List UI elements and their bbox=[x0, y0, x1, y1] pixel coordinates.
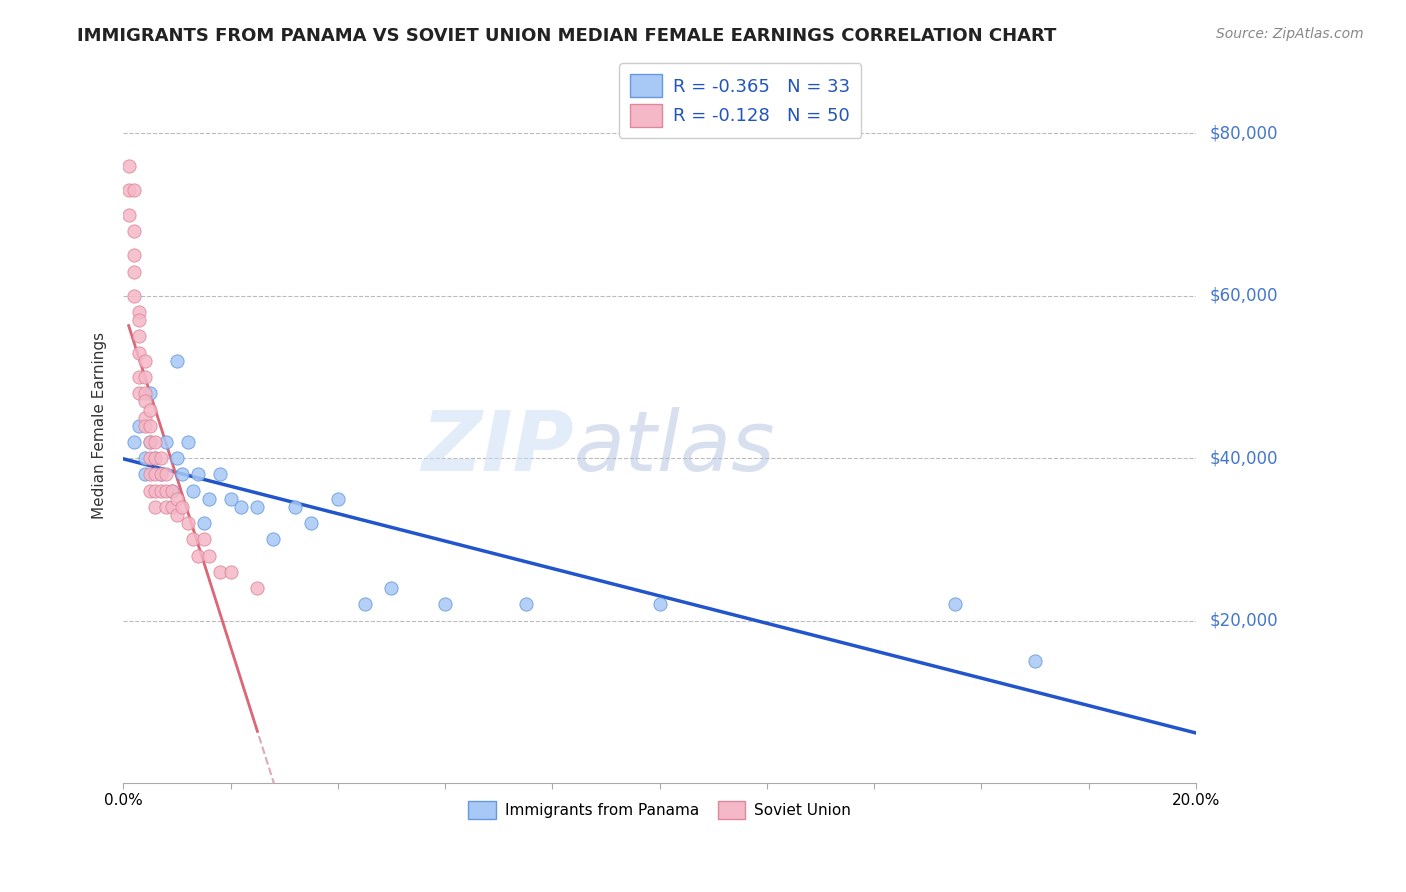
Point bbox=[160, 483, 183, 498]
Point bbox=[515, 598, 537, 612]
Point bbox=[139, 435, 162, 450]
Point bbox=[139, 386, 162, 401]
Point bbox=[219, 565, 242, 579]
Point bbox=[176, 516, 198, 531]
Point bbox=[128, 386, 150, 401]
Point bbox=[122, 264, 145, 278]
Text: atlas: atlas bbox=[574, 407, 776, 488]
Point bbox=[246, 581, 269, 595]
Point bbox=[380, 581, 402, 595]
Point bbox=[208, 467, 231, 482]
Point bbox=[145, 483, 167, 498]
Text: $80,000: $80,000 bbox=[1211, 125, 1278, 143]
Point bbox=[122, 289, 145, 303]
Point bbox=[139, 402, 162, 417]
Point bbox=[139, 418, 162, 433]
Point bbox=[149, 483, 172, 498]
Text: IMMIGRANTS FROM PANAMA VS SOVIET UNION MEDIAN FEMALE EARNINGS CORRELATION CHART: IMMIGRANTS FROM PANAMA VS SOVIET UNION M… bbox=[77, 27, 1057, 45]
Point bbox=[134, 467, 156, 482]
Point bbox=[155, 500, 177, 514]
Point bbox=[193, 533, 215, 547]
Point bbox=[187, 549, 209, 563]
Point bbox=[145, 451, 167, 466]
Point bbox=[160, 483, 183, 498]
Point bbox=[198, 491, 221, 506]
Text: $60,000: $60,000 bbox=[1211, 287, 1278, 305]
Point bbox=[128, 329, 150, 343]
Point bbox=[181, 483, 204, 498]
Point bbox=[648, 598, 671, 612]
Point bbox=[181, 533, 204, 547]
Point bbox=[139, 435, 162, 450]
Point bbox=[187, 467, 209, 482]
Point bbox=[128, 370, 150, 384]
Point bbox=[155, 483, 177, 498]
Point bbox=[149, 467, 172, 482]
Point bbox=[166, 451, 188, 466]
Point bbox=[353, 598, 375, 612]
Point bbox=[145, 451, 167, 466]
Point bbox=[122, 224, 145, 238]
Point bbox=[326, 491, 349, 506]
Point bbox=[134, 451, 156, 466]
Point bbox=[118, 183, 141, 197]
Text: Source: ZipAtlas.com: Source: ZipAtlas.com bbox=[1216, 27, 1364, 41]
Point bbox=[299, 516, 322, 531]
Point bbox=[172, 467, 194, 482]
Point bbox=[139, 451, 162, 466]
Point bbox=[128, 345, 150, 359]
Point bbox=[134, 418, 156, 433]
Point bbox=[145, 500, 167, 514]
Point bbox=[434, 598, 457, 612]
Point bbox=[1024, 654, 1046, 668]
Point bbox=[122, 435, 145, 450]
Point bbox=[166, 354, 188, 368]
Point bbox=[284, 500, 307, 514]
Point bbox=[128, 313, 150, 327]
Text: ZIP: ZIP bbox=[422, 407, 574, 488]
Y-axis label: Median Female Earnings: Median Female Earnings bbox=[93, 332, 107, 519]
Point bbox=[166, 491, 188, 506]
Point bbox=[219, 491, 242, 506]
Point bbox=[149, 467, 172, 482]
Point bbox=[134, 370, 156, 384]
Point bbox=[118, 208, 141, 222]
Point bbox=[122, 183, 145, 197]
Point bbox=[193, 516, 215, 531]
Point bbox=[231, 500, 253, 514]
Point bbox=[145, 467, 167, 482]
Point bbox=[263, 533, 285, 547]
Point bbox=[134, 354, 156, 368]
Point bbox=[176, 435, 198, 450]
Point bbox=[172, 500, 194, 514]
Point bbox=[155, 467, 177, 482]
Text: $40,000: $40,000 bbox=[1211, 450, 1278, 467]
Point bbox=[139, 483, 162, 498]
Point bbox=[166, 508, 188, 522]
Point bbox=[198, 549, 221, 563]
Point bbox=[155, 435, 177, 450]
Point bbox=[134, 410, 156, 425]
Point bbox=[118, 159, 141, 173]
Point bbox=[208, 565, 231, 579]
Point bbox=[134, 394, 156, 409]
Point bbox=[134, 386, 156, 401]
Text: $20,000: $20,000 bbox=[1211, 612, 1278, 630]
Point bbox=[139, 467, 162, 482]
Point bbox=[149, 451, 172, 466]
Point bbox=[943, 598, 966, 612]
Point bbox=[128, 305, 150, 319]
Point bbox=[128, 418, 150, 433]
Point bbox=[145, 435, 167, 450]
Point bbox=[246, 500, 269, 514]
Point bbox=[160, 500, 183, 514]
Legend: Immigrants from Panama, Soviet Union: Immigrants from Panama, Soviet Union bbox=[463, 795, 858, 825]
Point bbox=[122, 248, 145, 262]
